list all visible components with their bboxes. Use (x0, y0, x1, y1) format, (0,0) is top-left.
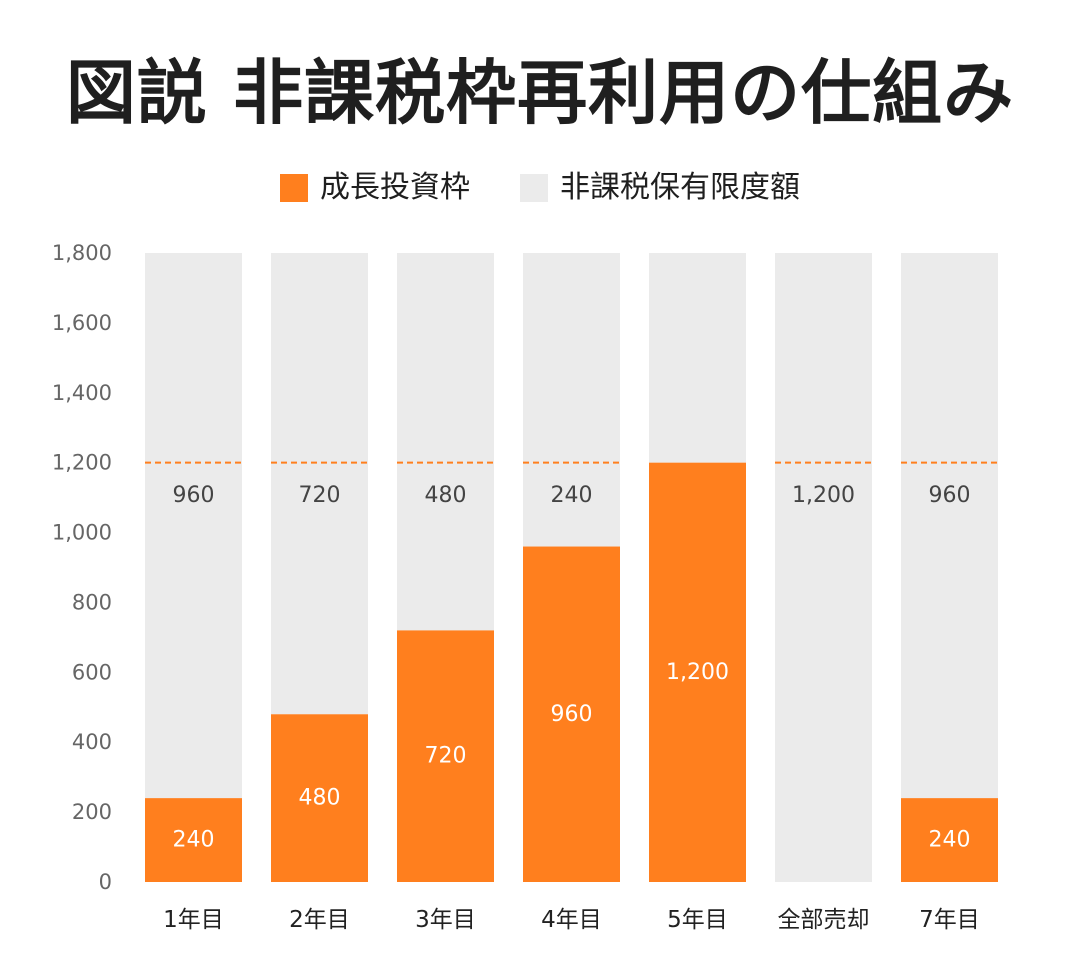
bar-holding-limit (397, 253, 494, 631)
legend-label-holding-limit: 非課税保有限度額 (560, 170, 800, 205)
data-label-growth-quota: 1,200 (666, 660, 729, 685)
data-label-holding-limit: 480 (425, 483, 467, 508)
y-tick-label: 800 (72, 590, 112, 614)
bar-holding-limit (649, 253, 746, 463)
bar-holding-limit (775, 253, 872, 882)
y-tick-label: 1,000 (52, 521, 112, 545)
bar-growth-quota (397, 630, 494, 882)
data-label-growth-quota: 240 (929, 828, 971, 853)
bar-growth-quota (901, 798, 998, 882)
legend-swatch-holding-limit (520, 174, 548, 202)
data-label-holding-limit: 960 (173, 483, 215, 508)
data-label-holding-limit: 240 (551, 483, 593, 508)
y-tick-label: 600 (72, 660, 112, 684)
bar-holding-limit (271, 253, 368, 715)
y-tick-label: 400 (72, 730, 112, 754)
bar-holding-limit (145, 253, 242, 799)
x-category-label: 全部売却 (778, 907, 870, 933)
bar-growth-quota (145, 798, 242, 882)
x-category-label: 5年目 (667, 907, 728, 933)
bar-growth-quota (649, 462, 746, 882)
data-label-holding-limit: 960 (929, 483, 971, 508)
legend-swatch-growth-quota (280, 174, 308, 202)
chart-title: 図説 非課税枠再利用の仕組み (65, 52, 1015, 134)
bar-growth-quota (523, 546, 620, 882)
legend: 成長投資枠 非課税保有限度額 (0, 166, 1080, 210)
data-label-holding-limit: 1,200 (792, 483, 855, 508)
legend-item-holding-limit: 非課税保有限度額 (520, 166, 800, 210)
data-label-growth-quota: 720 (425, 744, 467, 769)
y-tick-label: 200 (72, 800, 112, 824)
data-label-growth-quota: 480 (299, 786, 341, 811)
data-label-growth-quota: 960 (551, 702, 593, 727)
x-category-label: 2年目 (289, 907, 350, 933)
legend-item-growth-quota: 成長投資枠 (280, 166, 470, 210)
x-category-label: 3年目 (415, 907, 476, 933)
y-tick-label: 0 (99, 870, 112, 894)
x-category-label: 1年目 (163, 907, 224, 933)
data-label-holding-limit: 720 (299, 483, 341, 508)
legend-label-growth-quota: 成長投資枠 (320, 170, 470, 205)
bar-holding-limit (901, 253, 998, 799)
x-category-label: 4年目 (541, 907, 602, 933)
data-label-growth-quota: 240 (173, 828, 215, 853)
y-tick-label: 1,600 (52, 311, 112, 335)
bar-growth-quota (271, 714, 368, 882)
x-category-label: 7年目 (919, 907, 980, 933)
bar-holding-limit (523, 253, 620, 547)
y-tick-label: 1,200 (52, 451, 112, 475)
y-tick-label: 1,800 (52, 241, 112, 265)
y-tick-label: 1,400 (52, 381, 112, 405)
